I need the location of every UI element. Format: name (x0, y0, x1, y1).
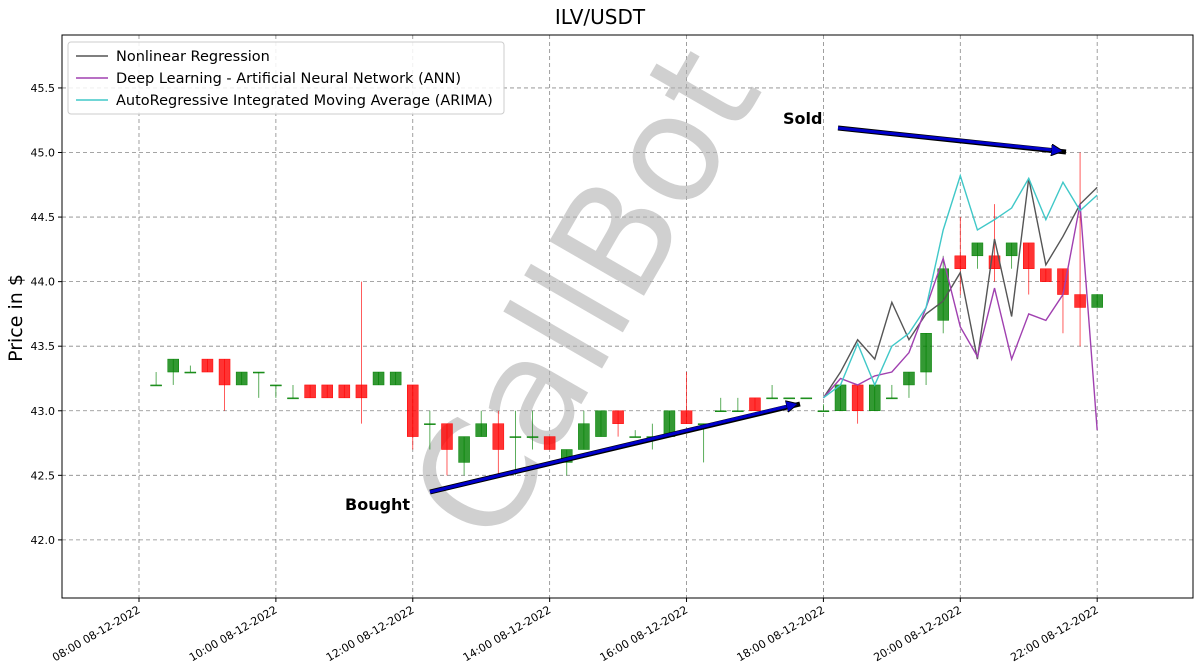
candle-body (578, 423, 590, 450)
candle-body (886, 397, 898, 400)
candle-body (270, 384, 282, 387)
plot-frame (61, 34, 1194, 599)
candle-body (903, 371, 915, 386)
series-line (822, 178, 1098, 399)
candle-body (218, 358, 231, 386)
y-tick-label: 43.0 (31, 405, 56, 418)
candle-body (954, 255, 967, 269)
candle-body (1074, 294, 1086, 308)
candle-body (150, 384, 162, 387)
legend-label: AutoRegressive Integrated Moving Average… (116, 93, 493, 109)
candle-body (1091, 294, 1103, 308)
y-axis-label: Price in $ (5, 274, 27, 362)
candle-body (834, 384, 847, 412)
candle-body (407, 384, 419, 437)
y-tick-label: 43.5 (31, 340, 56, 353)
legend: Nonlinear Regression Deep Learning - Arti… (67, 41, 505, 115)
legend-box (67, 41, 505, 115)
candle-body (543, 436, 556, 450)
candle-body (732, 410, 744, 413)
sold-arrow (837, 126, 1062, 151)
annotation: Sold (783, 109, 822, 128)
candle-body (458, 436, 470, 463)
candle-body (783, 397, 795, 400)
x-tick-label: 22:00 08-12-2022 (1008, 603, 1100, 664)
marks (150, 152, 1103, 476)
candle-body (475, 423, 487, 437)
candle-body (509, 436, 522, 438)
candle-body (1005, 242, 1018, 257)
x-tick-label: 16:00 08-12-2022 (598, 603, 690, 664)
x-tick-label: 20:00 08-12-2022 (871, 603, 963, 664)
candle-body (321, 384, 333, 399)
annotation: Bought (345, 495, 410, 514)
candle-body (800, 397, 813, 400)
series-line (822, 204, 1098, 431)
candle-body (595, 410, 607, 437)
candle-body (287, 397, 299, 400)
candle-body (526, 436, 539, 438)
candle-body (201, 358, 214, 373)
y-tick-label: 42.0 (31, 534, 56, 547)
candle-body (389, 371, 402, 386)
x-tick-label: 08:00 08-12-2022 (50, 603, 142, 664)
y-tick-label: 42.5 (31, 469, 56, 482)
candle-body (680, 410, 693, 424)
candle-body (749, 397, 761, 412)
x-tick-label: 10:00 08-12-2022 (187, 603, 279, 664)
candle-body (441, 423, 453, 450)
y-tick-label: 44.0 (31, 276, 56, 289)
candle-body (1022, 242, 1035, 269)
series-line (822, 173, 1098, 399)
candle-body (492, 423, 505, 450)
x-tick-label: 14:00 08-12-2022 (461, 603, 553, 664)
candle-body (629, 436, 641, 438)
y-tick-label: 44.5 (31, 211, 56, 224)
legend-label: Deep Learning - Artificial Neural Networ… (116, 71, 461, 87)
candle-body (971, 242, 984, 257)
candle-body (937, 268, 949, 321)
y-tick-label: 45.5 (31, 82, 56, 95)
candle-body (612, 410, 624, 424)
legend-label: Nonlinear Regression (116, 49, 270, 65)
candle-body (1040, 268, 1052, 282)
candle-body (338, 384, 351, 399)
candle-body (253, 371, 265, 374)
candle-body (304, 384, 316, 399)
x-tick-label: 18:00 08-12-2022 (735, 603, 827, 664)
chart-title: ILV/USDT (555, 5, 646, 29)
candle-body (868, 384, 881, 412)
candle-body (184, 371, 197, 374)
bought-arrow (429, 404, 797, 494)
candle-body (766, 397, 778, 400)
candle-body (167, 358, 179, 373)
candle-body (715, 410, 727, 413)
candle-body (817, 410, 830, 413)
candle-body (355, 384, 368, 399)
candle-body (372, 371, 385, 386)
y-tick-label: 45.0 (31, 147, 56, 160)
candle-body (920, 333, 932, 373)
x-tick-label: 12:00 08-12-2022 (324, 603, 416, 664)
candle-body (424, 423, 436, 425)
candle-body (235, 371, 248, 386)
candle-body (851, 384, 864, 412)
